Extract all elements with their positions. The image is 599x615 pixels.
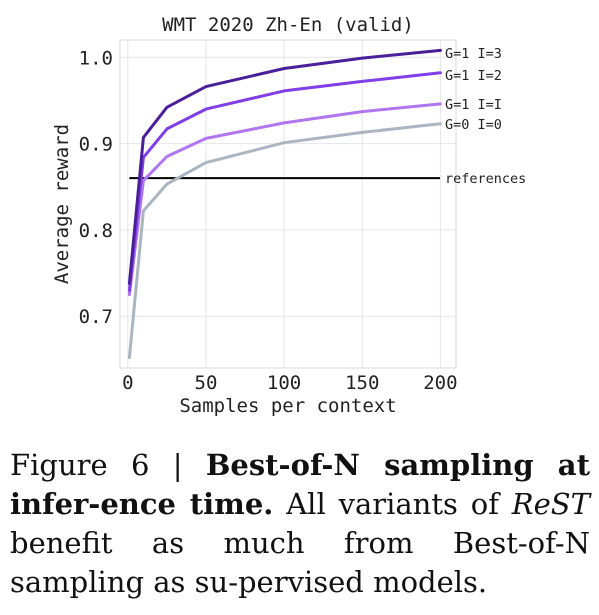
reference-label: references <box>445 171 526 187</box>
x-tick-label: 100 <box>267 372 301 394</box>
grid <box>120 40 456 368</box>
series-label: G=1 I=3 <box>445 46 502 62</box>
axes: 0 50 100 150 200 0.7 0.8 0.9 1.0 <box>79 47 458 394</box>
series-labels: G=1 I=3 G=1 I=2 G=1 I=I G=0 I=0 references <box>445 46 526 187</box>
y-tick-label: 0.9 <box>79 134 113 156</box>
x-tick-label: 150 <box>345 372 379 394</box>
series-label: G=1 I=2 <box>445 68 502 84</box>
caption-text-2: benefit as much from Best-of-N sampling … <box>10 526 590 599</box>
series-line <box>127 48 442 285</box>
plot-area-background <box>120 40 456 368</box>
series-label: G=0 I=0 <box>445 117 502 133</box>
x-tick-label: 50 <box>195 372 218 394</box>
caption-text-1: All variants of <box>273 487 512 521</box>
figure-caption: Figure 6 | Best-of-N sampling at infer-e… <box>10 446 590 602</box>
y-axis-label: Average reward <box>51 124 73 284</box>
figure-label: Figure 6 | <box>10 448 206 482</box>
plot-frame <box>119 39 457 369</box>
y-tick-label: 0.7 <box>79 306 113 328</box>
chart-title: WMT 2020 Zh-En (valid) <box>162 14 414 36</box>
x-axis-label: Samples per context <box>179 395 396 417</box>
caption-title: Best-of-N sampling at infer-ence time. <box>10 448 590 521</box>
y-tick-label: 1.0 <box>79 47 113 69</box>
series-line <box>127 122 442 360</box>
caption-italic-rest: ReST <box>511 487 591 521</box>
series-label: G=1 I=I <box>445 97 502 113</box>
series-line <box>127 71 442 292</box>
x-tick-label: 200 <box>423 372 457 394</box>
series-line <box>127 102 442 297</box>
y-tick-label: 0.8 <box>79 220 113 242</box>
x-tick-label: 0 <box>122 372 133 394</box>
series-lines <box>127 48 442 360</box>
